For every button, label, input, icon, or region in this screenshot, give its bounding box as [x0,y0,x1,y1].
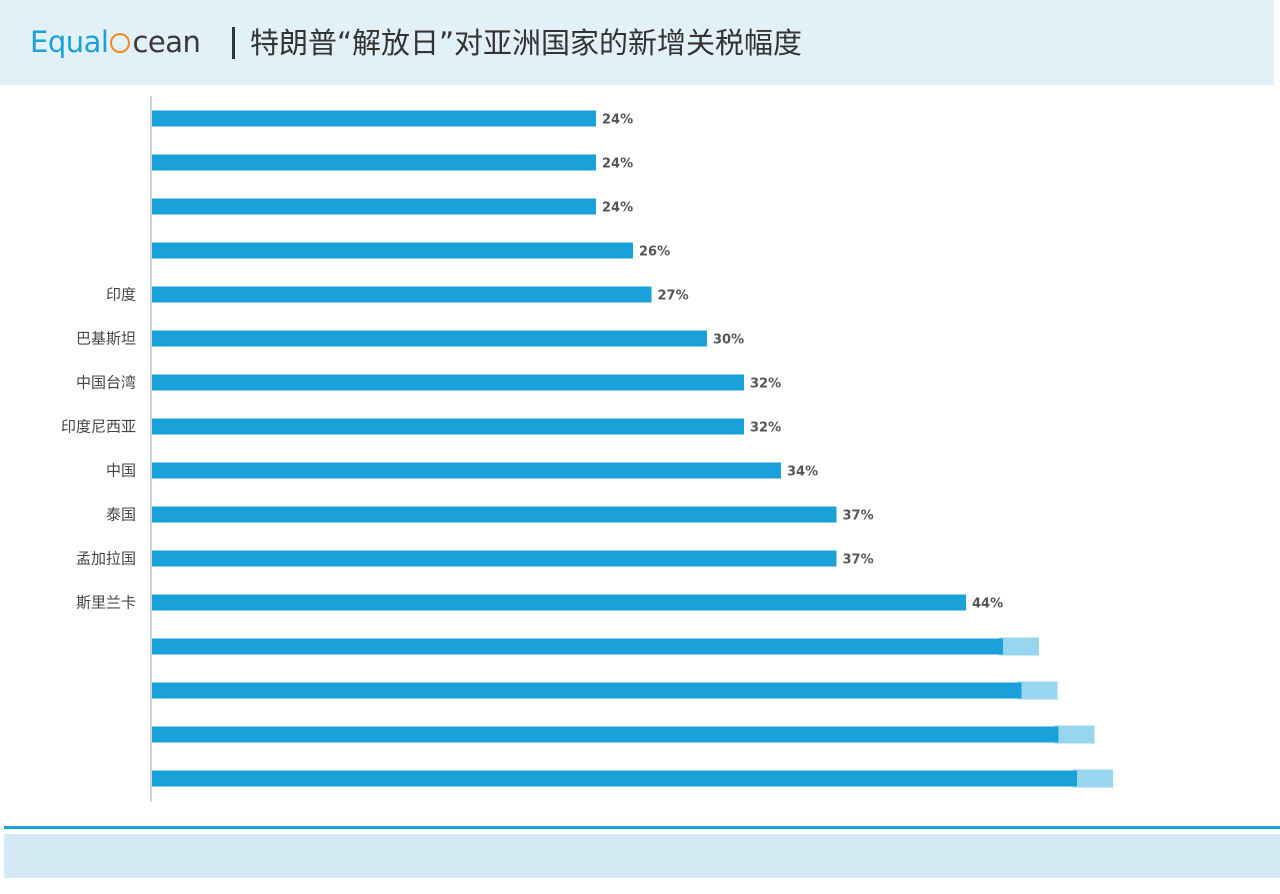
value-label-7: 32% [750,421,781,436]
bar-5 [152,330,707,347]
category-label-5: 巴基斯坦 [76,330,136,348]
footer-divider [4,826,1280,829]
logo-text-right: cean [132,25,201,59]
bar-12 [152,638,1003,655]
bar-0 [152,110,596,127]
value-label-9: 37% [843,509,874,524]
category-label-9: 泰国 [106,506,136,524]
bar-9 [152,506,837,523]
category-label-6: 中国台湾 [76,374,136,392]
value-label-6: 32% [750,377,781,392]
value-label-2: 24% [602,201,633,216]
title-divider [232,27,235,59]
value-label-8: 34% [787,465,818,480]
bar-14 [152,726,1059,743]
y-axis-line [150,96,152,802]
bar-obscured-end-13 [1017,681,1058,700]
bar-4 [152,286,652,303]
bar-10 [152,550,837,567]
category-label-4: 印度 [106,286,136,304]
value-label-4: 27% [658,289,689,304]
logo-circle-icon [110,33,131,53]
bar-11 [152,594,966,611]
bar-obscured-end-14 [1054,725,1095,744]
value-label-10: 37% [843,553,874,568]
bar-6 [152,374,744,391]
category-label-11: 斯里兰卡 [76,594,136,612]
bar-15 [152,770,1077,787]
bar-7 [152,418,744,435]
page-title: 特朗普“解放日”对亚洲国家的新增关税幅度 [250,26,803,60]
footer-bar [4,834,1280,878]
value-label-3: 26% [639,245,670,260]
equalocean-logo: Equal cean [30,24,201,60]
bar-2 [152,198,596,215]
category-label-7: 印度尼西亚 [61,418,136,436]
value-label-0: 24% [602,113,633,128]
category-label-10: 孟加拉国 [76,550,136,568]
bar-8 [152,462,781,479]
category-label-8: 中国 [106,462,136,480]
bar-3 [152,242,633,259]
header-bar: Equal cean 特朗普“解放日”对亚洲国家的新增关税幅度 [0,0,1274,85]
bar-1 [152,154,596,171]
bar-obscured-end-12 [999,637,1039,656]
value-label-11: 44% [972,597,1003,612]
value-label-1: 24% [602,157,633,172]
bar-obscured-end-15 [1073,769,1113,788]
logo-text-left: Equal [30,25,109,59]
bar-13 [152,682,1022,699]
value-label-5: 30% [713,333,744,348]
